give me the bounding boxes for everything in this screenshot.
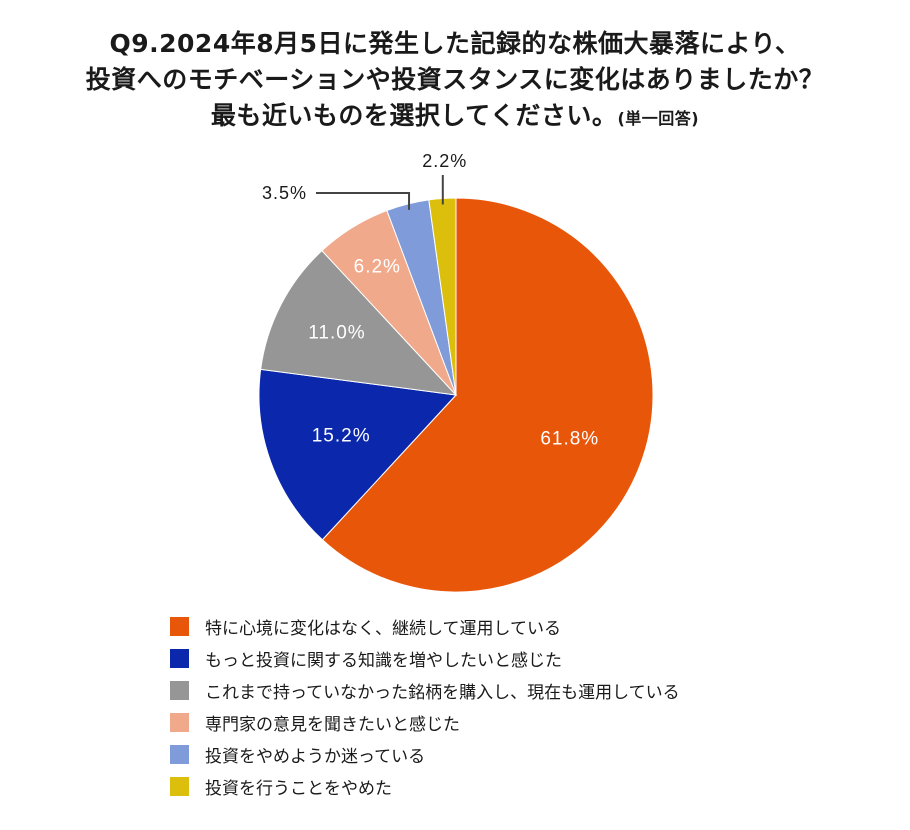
legend-swatch — [170, 776, 189, 796]
title-line-3-text: 最も近いものを選択してください。 — [210, 101, 618, 130]
legend-item: 特に心境に変化はなく、継続して運用している — [170, 610, 680, 642]
pie-slice — [260, 249, 458, 396]
legend-swatch — [170, 616, 189, 636]
legend-label: 特に心境に変化はなく、継続して運用している — [205, 618, 561, 639]
slice-value-label: 2.2% — [422, 151, 467, 171]
legend-label: もっと投資に関する知識を増やしたいと感じた — [205, 650, 562, 671]
legend-label: 専門家の意見を聞きたいと感じた — [205, 714, 460, 735]
legend-item: これまで持っていなかった銘柄を購入し、現在も運用している — [170, 674, 680, 706]
legend: 特に心境に変化はなく、継続して運用している もっと投資に関する知識を増やしたいと… — [170, 610, 680, 802]
slice-value-label: 61.8% — [540, 428, 599, 449]
legend-label: これまで持っていなかった銘柄を購入し、現在も運用している — [205, 682, 680, 703]
pie-slice — [258, 368, 458, 541]
legend-swatch — [170, 744, 189, 764]
title-line-1: Q9.2024年8月5日に発生した記録的な株価大暴落により、 — [109, 29, 801, 58]
slice-value-label: 11.0% — [308, 323, 365, 344]
slice-value-label: 6.2% — [354, 257, 401, 278]
legend-swatch — [170, 712, 189, 732]
legend-item: もっと投資に関する知識を増やしたいと感じた — [170, 642, 680, 674]
pie-slice — [321, 197, 654, 593]
legend-swatch — [170, 648, 189, 668]
legend-swatch — [170, 680, 189, 700]
title-note: (単一回答) — [617, 109, 700, 128]
legend-label: 投資をやめようか迷っている — [205, 746, 426, 767]
chart-title: Q9.2024年8月5日に発生した記録的な株価大暴落により、 投資へのモチベーシ… — [0, 26, 910, 137]
slice-value-label: 3.5% — [262, 183, 307, 203]
legend-item: 投資をやめようか迷っている — [170, 738, 680, 770]
legend-item: 投資を行うことをやめた — [170, 770, 680, 802]
title-line-3: 最も近いものを選択してください。(単一回答) — [0, 98, 910, 137]
slice-value-label: 15.2% — [312, 426, 371, 447]
legend-label: 投資を行うことをやめた — [205, 778, 392, 799]
legend-item: 専門家の意見を聞きたいと感じた — [170, 706, 680, 738]
title-line-2: 投資へのモチベーションや投資スタンスに変化はありましたか？ — [85, 65, 825, 94]
leader-line — [316, 192, 411, 210]
